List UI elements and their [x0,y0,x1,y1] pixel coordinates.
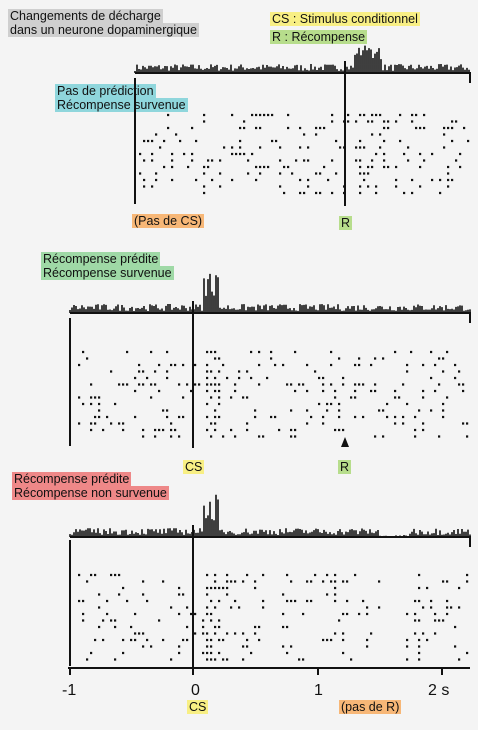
panel1-condition-line1: Pas de prédiction [55,84,156,98]
panel3-raster [78,573,469,661]
panel1-frame [134,72,471,204]
panel2-frame [69,312,471,446]
panel1-raster [139,113,470,195]
title-line-1: Changements de décharge [8,9,163,23]
panel1-marker-left: (Pas de CS) [132,214,205,228]
panel1-condition-line2: Récompense survenue [55,98,188,112]
figure-title: Changements de décharge dans un neurone … [8,9,199,37]
panel2-raster [78,350,469,438]
panel3-marker-right: (pas de R) [339,700,402,714]
panel3-condition-line1: Récompense prédite [12,472,132,486]
panel3-condition-line2: Récompense non survenue [12,486,169,500]
panel2-condition-line1: Récompense prédite [41,252,161,266]
panel2-r-arrow [341,437,349,447]
panel2-condition: Récompense prédite Récompense survenue [41,252,174,280]
panel2-marker-left: CS [183,460,205,474]
panel1-histogram [134,45,470,73]
panel1-marker-right: R [339,216,353,230]
title-line-2: dans un neurone dopaminergique [8,23,199,37]
x-tick-2s: 2 s [428,682,450,699]
panel2-marker-right: R [338,460,352,474]
legend: CS : Stimulus conditionnel R : Récompens… [270,12,420,44]
panel3-marker-left: CS [187,700,209,714]
panel1-condition: Pas de prédiction Récompense survenue [55,84,188,112]
panel2-histogram [69,273,471,313]
x-tick-minus1: -1 [62,682,77,699]
legend-r: R : Récompense [270,30,368,44]
panel3-condition: Récompense prédite Récompense non surven… [12,472,169,500]
x-tick-1: 1 [314,682,323,699]
panel3-histogram [69,494,471,537]
x-tick-0: 0 [191,682,200,699]
panel2-condition-line2: Récompense survenue [41,266,174,280]
panel3-frame [69,536,471,666]
legend-cs: CS : Stimulus conditionnel [270,12,420,26]
